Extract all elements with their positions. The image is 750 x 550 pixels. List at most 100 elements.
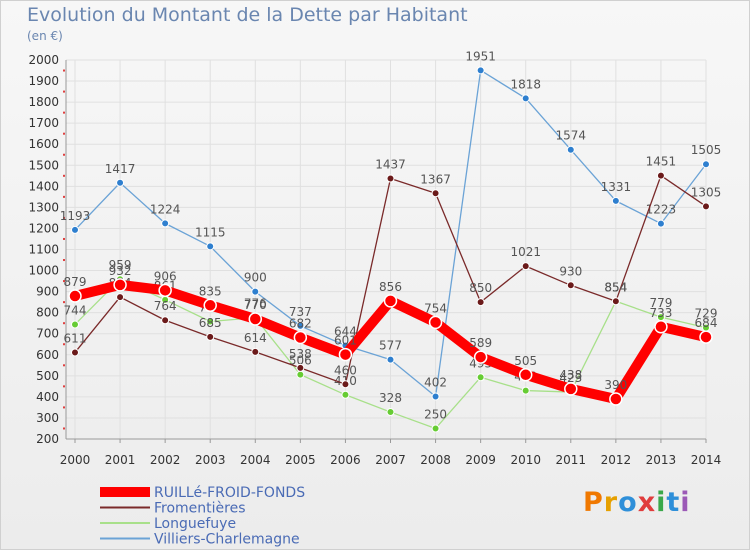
data-point [113,278,127,292]
x-tick-label: 2000 [60,453,91,467]
data-point [702,160,710,169]
y-tick-label: 700 [36,327,59,341]
y-minor-tick [63,216,65,219]
y-tick-label: 1000 [28,264,59,278]
chart-subtitle: (en €) [27,29,63,43]
y-tick-label: 1300 [28,200,59,214]
x-tick-label: 2009 [465,453,496,467]
x-tick-label: 2005 [285,453,316,467]
data-label: 685 [199,316,222,330]
x-tick-label: 2007 [375,453,406,467]
data-label: 930 [559,264,582,278]
data-label: 328 [379,391,402,405]
y-minor-tick [63,343,65,346]
data-point [296,370,305,379]
x-tick-label: 2004 [240,453,271,467]
series-ruill-froid-fonds: 879 932 906 835 770 682 601 856 754 589 505 438 390 7… [64,264,718,406]
y-minor-tick [63,153,65,156]
data-point [431,392,440,401]
data-point [383,294,398,308]
data-point [564,382,578,396]
x-tick-label: 2002 [150,453,181,467]
y-minor-tick [63,406,65,409]
data-label: 737 [289,305,312,319]
data-label: 682 [289,317,312,331]
data-point [609,392,623,406]
data-point [206,317,215,326]
logo-letter: r [603,487,619,518]
y-tick-label: 1800 [28,95,59,109]
data-point [116,178,125,187]
chart-title: Evolution du Montant de la Dette par Hab… [27,4,468,26]
data-label: 959 [109,258,132,272]
y-tick-label: 800 [36,306,59,320]
data-point [428,315,443,330]
x-tick-label: 2014 [691,453,722,467]
data-label: 932 [109,264,132,278]
y-minor-tick [63,427,65,430]
legend-label: Fromentières [154,501,246,517]
data-point [248,312,263,326]
y-minor-tick [63,364,65,367]
x-tick-label: 2003 [195,453,226,467]
x-tick-label: 2008 [420,453,451,467]
y-minor-tick [63,259,65,262]
data-label: 438 [559,368,582,382]
y-tick-label: 500 [36,369,59,383]
data-point [518,368,533,382]
data-point [611,297,620,306]
data-label: 729 [695,307,718,321]
proxiti-logo: Proxiti [583,487,691,518]
data-point [476,373,485,382]
data-label: 684 [695,316,718,330]
legend-label: Longuefuye [154,516,236,532]
data-label: 779 [649,296,672,310]
y-tick-label: 400 [36,390,59,404]
data-point [521,262,530,271]
data-point [521,94,530,103]
x-tick-label: 2006 [330,453,361,467]
data-point [699,330,713,344]
data-point [654,320,668,334]
data-label: 1437 [375,158,406,172]
data-point [341,390,350,399]
data-label: 1021 [510,245,541,259]
data-point [386,174,395,183]
data-label: 1224 [150,202,181,216]
logo-letter: x [637,487,657,518]
data-label: 505 [514,354,537,368]
data-label: 1574 [556,129,587,143]
data-point [251,287,260,296]
y-tick-label: 1500 [28,158,59,172]
data-point [521,386,530,395]
data-point [386,408,395,417]
data-point [611,196,620,205]
data-label: 764 [154,299,177,313]
y-minor-tick [63,132,65,135]
data-label: 850 [469,281,492,295]
data-point [68,289,82,303]
data-label: 577 [379,339,402,353]
data-point [476,66,485,75]
data-point [161,316,170,325]
series-lines: 1193 1417 1224 1115 900 737 644 577 402 1951 1818 1… [60,49,721,433]
data-label: 1331 [601,180,632,194]
data-label: 879 [64,275,87,289]
data-label: 776 [244,297,267,311]
data-point [431,424,440,433]
data-label: 1193 [60,209,91,223]
y-tick-label: 300 [36,411,59,425]
y-tick-label: 1700 [28,116,59,130]
x-tick-label: 2001 [105,453,136,467]
data-point [71,348,79,357]
data-point [203,298,217,313]
data-label: 770 [244,298,267,312]
y-minor-tick [63,69,65,72]
y-tick-label: 1600 [28,137,59,151]
x-tick-label: 2010 [510,453,541,467]
y-tick-label: 1100 [28,243,59,257]
data-point [431,189,440,198]
data-point [296,363,305,372]
data-label: 835 [199,284,222,298]
data-label: 506 [289,354,312,368]
